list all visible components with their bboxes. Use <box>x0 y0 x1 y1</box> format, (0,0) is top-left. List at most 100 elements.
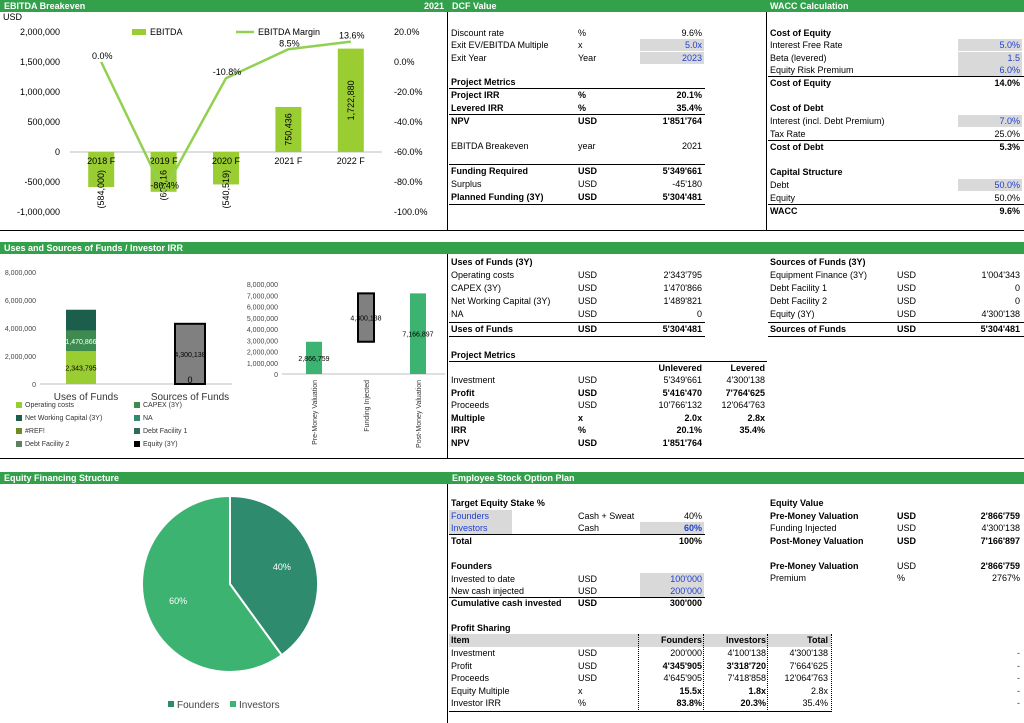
uses-sources-header: Uses and Sources of Funds / Investor IRR <box>0 242 1024 254</box>
founders-title: Founders <box>451 561 493 571</box>
wf-category-label: Funding Injected <box>364 380 371 432</box>
tax-rate-value: 25.0% <box>994 129 1020 139</box>
legend-item: CAPEX (3Y) <box>134 402 182 409</box>
cost-debt-value: 5.3% <box>999 142 1020 152</box>
ebitda-breakeven-label: EBITDA Breakeven <box>451 141 529 151</box>
pm-row-unlevered: 2.0x <box>684 412 702 423</box>
wacc-label: WACC <box>770 206 798 216</box>
wf-category-label: Pre-Money Valuation <box>312 380 319 445</box>
wf-bar <box>410 293 426 374</box>
x-axis-tick: 2018 F <box>87 156 116 166</box>
pie-legend-swatch <box>168 701 174 707</box>
pm-row-unlevered: 1'851'764 <box>662 437 702 448</box>
divider <box>449 336 705 337</box>
erp-input[interactable] <box>958 64 1022 76</box>
ps-row-investors: 7'418'858 <box>727 673 766 683</box>
founders-label: Founders <box>451 511 490 521</box>
funding-required-unit: USD <box>578 166 598 176</box>
margin-data-label: 13.6% <box>339 31 365 41</box>
pm-col-levered: Levered <box>730 363 765 373</box>
uses-row-label: CAPEX (3Y) <box>451 283 502 293</box>
ps-row-dash: - <box>1017 673 1020 683</box>
exit-year-input[interactable] <box>640 52 704 64</box>
stack-data-label: 4,300,138 <box>174 352 205 359</box>
funding-required-value: 5'349'661 <box>662 166 702 176</box>
divider <box>768 76 1024 77</box>
divider <box>703 634 704 712</box>
interest-debt-value: 7.0% <box>999 116 1020 126</box>
y-axis-tick: 1,500,000 <box>20 57 60 67</box>
pm-row-unlevered: 20.1% <box>676 425 702 435</box>
sources-row-value: 0 <box>1014 296 1020 306</box>
pm-row-levered: 12'064'763 <box>721 400 765 410</box>
x-axis-tick: 2021 F <box>274 156 303 166</box>
uses-total-label: Uses of Funds <box>451 324 514 334</box>
divider <box>447 12 448 230</box>
stack-segment <box>174 322 206 385</box>
divider <box>0 230 1024 231</box>
wf-y-tick: 4,000,000 <box>247 327 278 334</box>
divider <box>449 114 705 115</box>
post-money-value: 7'166'897 <box>980 536 1020 546</box>
uses-row-value: 2'343'795 <box>663 270 702 280</box>
ps-row-item: Equity Multiple <box>451 685 510 696</box>
ps-row-dash: - <box>1017 660 1020 671</box>
exit-year-value: 2023 <box>681 53 702 63</box>
founders-cash-input[interactable] <box>640 573 704 597</box>
interest-free-label: Interest Free Rate <box>770 40 843 50</box>
ps-row-unit: USD <box>578 648 598 658</box>
y2-axis-tick: -100.0% <box>394 207 428 217</box>
ps-row-total: 35.4% <box>802 698 828 708</box>
profit-sharing-title: Profit Sharing <box>451 623 511 633</box>
total-stake-value: 100% <box>678 536 702 546</box>
erp-value: 6.0% <box>999 65 1020 75</box>
stack-category-label: Uses of Funds <box>54 392 118 403</box>
npv-label: NPV <box>451 116 470 126</box>
interest-debt-input[interactable] <box>958 115 1022 127</box>
wf-bar <box>306 341 322 374</box>
y-axis-tick: 0 <box>55 147 60 157</box>
beta-input[interactable] <box>958 52 1022 64</box>
premium-unit: % <box>897 573 906 583</box>
margin-data-label: -10.8% <box>213 67 242 77</box>
ebitda-bar <box>213 152 239 185</box>
interest-free-input[interactable] <box>958 39 1022 51</box>
legend-label: CAPEX (3Y) <box>143 402 182 409</box>
debt-input[interactable] <box>958 179 1022 191</box>
valuation-chart: 8,000,000 7,000,000 6,000,000 5,000,000 4,00… <box>247 282 445 448</box>
stakeholder-input[interactable] <box>449 510 512 534</box>
exit-multiple-unit: x <box>578 40 583 50</box>
invested-unit: USD <box>578 574 598 584</box>
stack-segment <box>66 309 96 331</box>
ps-row-founders: 83.8% <box>676 698 702 708</box>
stack-y-tick: 2,000,000 <box>5 354 36 361</box>
new-cash-label: New cash injected <box>451 586 525 596</box>
sources-row-unit: USD <box>897 270 917 280</box>
ebitda-data-label: (584,000) <box>96 170 106 209</box>
stack-y-tick: 4,000,000 <box>5 326 36 333</box>
pm-row-unit: % <box>578 425 587 435</box>
ps-row-founders: 4'645'905 <box>663 673 702 683</box>
cap-structure-title: Capital Structure <box>770 167 843 177</box>
pm-row-levered: 35.4% <box>739 425 765 435</box>
pm-row-unlevered: 5'349'661 <box>663 375 702 385</box>
funding-injected-unit: USD <box>897 523 917 533</box>
investors-stake-input[interactable] <box>640 522 704 534</box>
legend-label: Equity (3Y) <box>143 441 178 448</box>
cost-equity-title: Cost of Equity <box>770 28 831 38</box>
divider <box>449 534 705 535</box>
divider <box>447 254 448 458</box>
ps-row-founders: 200'000 <box>670 648 702 658</box>
pm-title: Project Metrics <box>451 350 516 360</box>
pm-col-unlevered: Unlevered <box>658 363 702 373</box>
premium-label: Premium <box>770 573 807 583</box>
legend-bar-swatch <box>132 29 146 35</box>
sources-row-value: 4'300'138 <box>981 309 1020 319</box>
sources-total-value: 5'304'481 <box>980 324 1020 334</box>
legend-item: NA <box>134 415 153 422</box>
pm-row-unit: USD <box>578 375 598 385</box>
uses-row-unit: USD <box>578 270 598 280</box>
exit-multiple-input[interactable] <box>640 39 704 51</box>
legend-label: Operating costs <box>25 402 75 409</box>
ebitda-breakeven-value: 2021 <box>681 141 702 151</box>
